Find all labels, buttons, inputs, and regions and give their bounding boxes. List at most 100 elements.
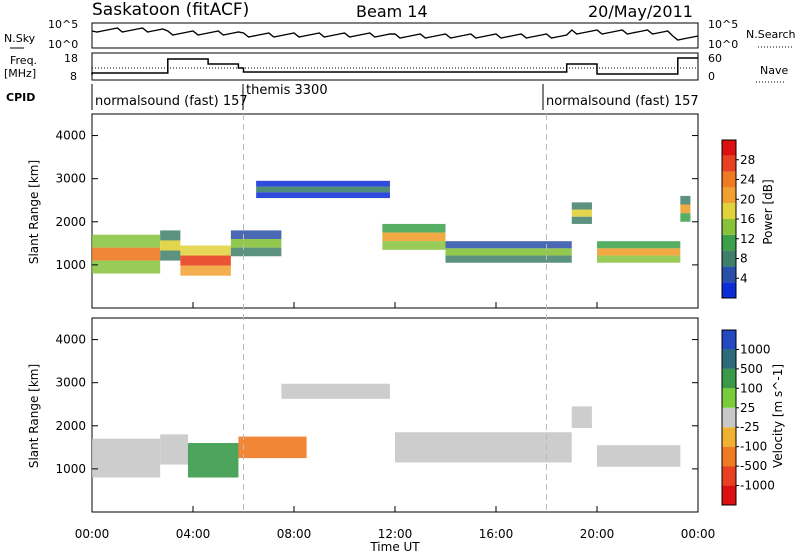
velocity-echo [281, 383, 390, 399]
velocity-colorbar-label: Velocity [m s^-1] [771, 364, 785, 468]
power-echo-edge [180, 265, 231, 276]
power-echo-edge [230, 230, 282, 240]
cpid-segment-3: normalsound (fast) 157 [546, 94, 699, 109]
freq-panel: Freq. [MHz] 18 8 60 0 Nave [4, 52, 788, 83]
power-panel-frame [91, 113, 699, 309]
colorbar-tick-label: 20 [740, 192, 755, 206]
colorbar-segment [722, 140, 736, 156]
power-panel [91, 113, 699, 309]
noise-panel-frame [91, 22, 699, 49]
power-echo-edge [571, 216, 592, 224]
velocity-echo [597, 445, 681, 467]
range-tick-label: 3000 [55, 172, 86, 186]
power-echo-edge [382, 241, 446, 250]
freq-right-tick-bottom: 0 [708, 70, 715, 83]
freq-right-tick-top: 60 [708, 52, 722, 65]
colorbar-tick-label: 4 [740, 271, 748, 285]
velocity-echo [238, 436, 307, 459]
colorbar-tick-label: -100 [740, 440, 767, 454]
colorbar-tick-label: -500 [740, 459, 767, 473]
power-echo [445, 248, 572, 256]
station-title: Saskatoon (fitACF) [92, 0, 249, 20]
power-echo-edge [597, 241, 681, 249]
time-axis: 00:00 04:00 08:00 12:00 16:00 20:00 00:00 [75, 114, 716, 541]
freq-label-line2: [MHz] [4, 67, 36, 80]
time-tick-label: 00:00 [681, 527, 716, 541]
colorbar-tick-label: -1000 [740, 479, 775, 493]
power-echo [230, 239, 282, 248]
colorbar-tick-label: 100 [740, 381, 763, 395]
velocity-colorbar: 1000 500 100 25 -25 -100 -500 -1000 [721, 329, 775, 506]
colorbar-segment [722, 250, 736, 267]
colorbar-tick-label: 16 [740, 212, 755, 226]
velocity-yticks: 1000 2000 3000 4000 [55, 333, 698, 476]
cpid-row: CPID normalsound (fast) 157 themis 3300 … [6, 83, 699, 110]
range-tick-label: 2000 [55, 215, 86, 229]
range-tick-label: 3000 [55, 376, 86, 390]
power-echo [256, 186, 390, 193]
power-echo [160, 240, 181, 251]
velocity-echo [187, 443, 239, 478]
time-tick-label: 08:00 [277, 527, 312, 541]
power-echo-edge [597, 255, 681, 263]
colorbar-segment [722, 368, 736, 389]
date-title: 20/May/2011 [588, 2, 693, 21]
cpid-segment-1: normalsound (fast) 157 [95, 94, 248, 109]
freq-panel-frame [91, 52, 699, 81]
beam-title: Beam 14 [356, 2, 428, 21]
power-yticks: 1000 2000 3000 4000 [55, 129, 698, 272]
power-echo-edge [382, 223, 446, 233]
colorbar-tick-label: 12 [740, 232, 755, 246]
colorbar-tick-label: -25 [740, 420, 760, 434]
noise-sky-trace [91, 27, 699, 41]
range-tick-label: 2000 [55, 419, 86, 433]
power-echo [571, 209, 592, 217]
colorbar-frame [721, 329, 737, 506]
velocity-ylabel: Slant Range [km] [27, 364, 41, 468]
colorbar-segment [722, 466, 736, 486]
power-colorbar-label: Power [dB] [761, 179, 775, 244]
freq-left-tick-top: 18 [64, 52, 78, 65]
cpid-label: CPID [6, 91, 35, 104]
colorbar-segment [722, 349, 736, 369]
noise-panel: N.Sky 10^5 10^0 10^5 10^0 N.Search [4, 18, 796, 51]
time-tick-label: 20:00 [580, 527, 615, 541]
colorbar-tick-label: 1000 [740, 342, 771, 356]
power-echo-edge [256, 192, 390, 199]
colorbar-tick-label: 25 [740, 401, 755, 415]
velocity-echo [92, 438, 161, 478]
freq-left-tick-bottom: 8 [70, 70, 77, 83]
noise-left-tick-top: 10^5 [48, 18, 78, 31]
freq-trace [91, 57, 698, 75]
colorbar-segment [722, 330, 736, 350]
power-echo [180, 255, 231, 266]
power-echo-edge [92, 234, 161, 248]
power-echo-edge [92, 260, 161, 274]
velocity-echo [395, 432, 572, 463]
power-echo-edge [230, 247, 282, 257]
velocity-echoes [92, 383, 681, 478]
time-tick-label: 12:00 [378, 527, 413, 541]
colorbar-segment [722, 203, 736, 219]
power-ylabel: Slant Range [km] [27, 160, 41, 264]
colorbar-tick-label: 24 [740, 173, 755, 187]
power-echo-edge [445, 255, 572, 263]
power-echo [680, 204, 691, 214]
noise-right-tick-top: 10^5 [708, 18, 738, 31]
colorbar-segment [722, 388, 736, 408]
time-tick-label: 16:00 [479, 527, 514, 541]
colorbar-segment [722, 266, 736, 283]
velocity-panel [91, 317, 699, 513]
colorbar-segment [722, 219, 736, 235]
colorbar-segment [722, 155, 736, 172]
power-echo [597, 248, 681, 256]
colorbar-segment [722, 485, 736, 505]
colorbar-tick-label: 8 [740, 252, 748, 266]
velocity-echo [571, 406, 592, 428]
time-tick-label: 04:00 [176, 527, 211, 541]
power-echoes [92, 180, 691, 276]
power-colorbar: 4 8 12 16 20 24 28 [721, 139, 755, 299]
colorbar-segment [722, 407, 736, 428]
